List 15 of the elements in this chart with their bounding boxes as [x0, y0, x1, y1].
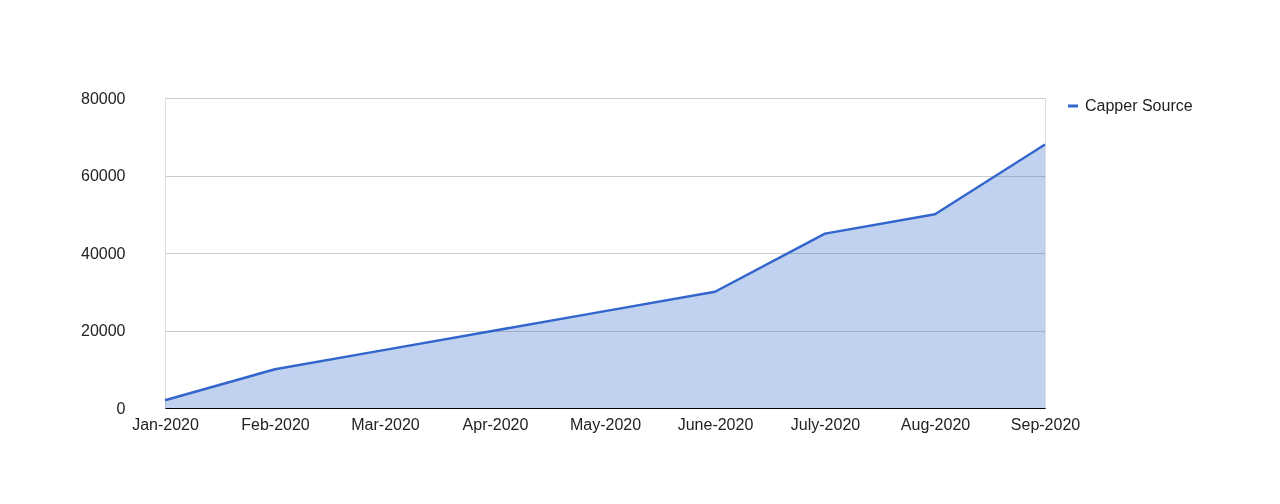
y-tick-label: 0 [116, 399, 126, 417]
x-tick-label: Sep-2020 [1010, 415, 1081, 433]
x-tick-label: Jan-2020 [132, 415, 199, 433]
x-tick-label: June-2020 [677, 415, 754, 433]
legend-label: Capper Source [1085, 97, 1193, 114]
x-tick-label: May-2020 [569, 415, 642, 433]
x-tick-label: Apr-2020 [462, 415, 529, 433]
y-tick-label: 60000 [81, 167, 126, 184]
x-tick-label: Aug-2020 [900, 415, 971, 433]
x-tick-label: Feb-2020 [241, 415, 310, 433]
x-tick-label: July-2020 [790, 415, 861, 433]
y-tick-label: 40000 [81, 244, 126, 262]
y-tick-label: 20000 [81, 322, 126, 339]
x-tick-label: Mar-2020 [351, 415, 420, 433]
y-tick-label: 80000 [81, 89, 126, 107]
